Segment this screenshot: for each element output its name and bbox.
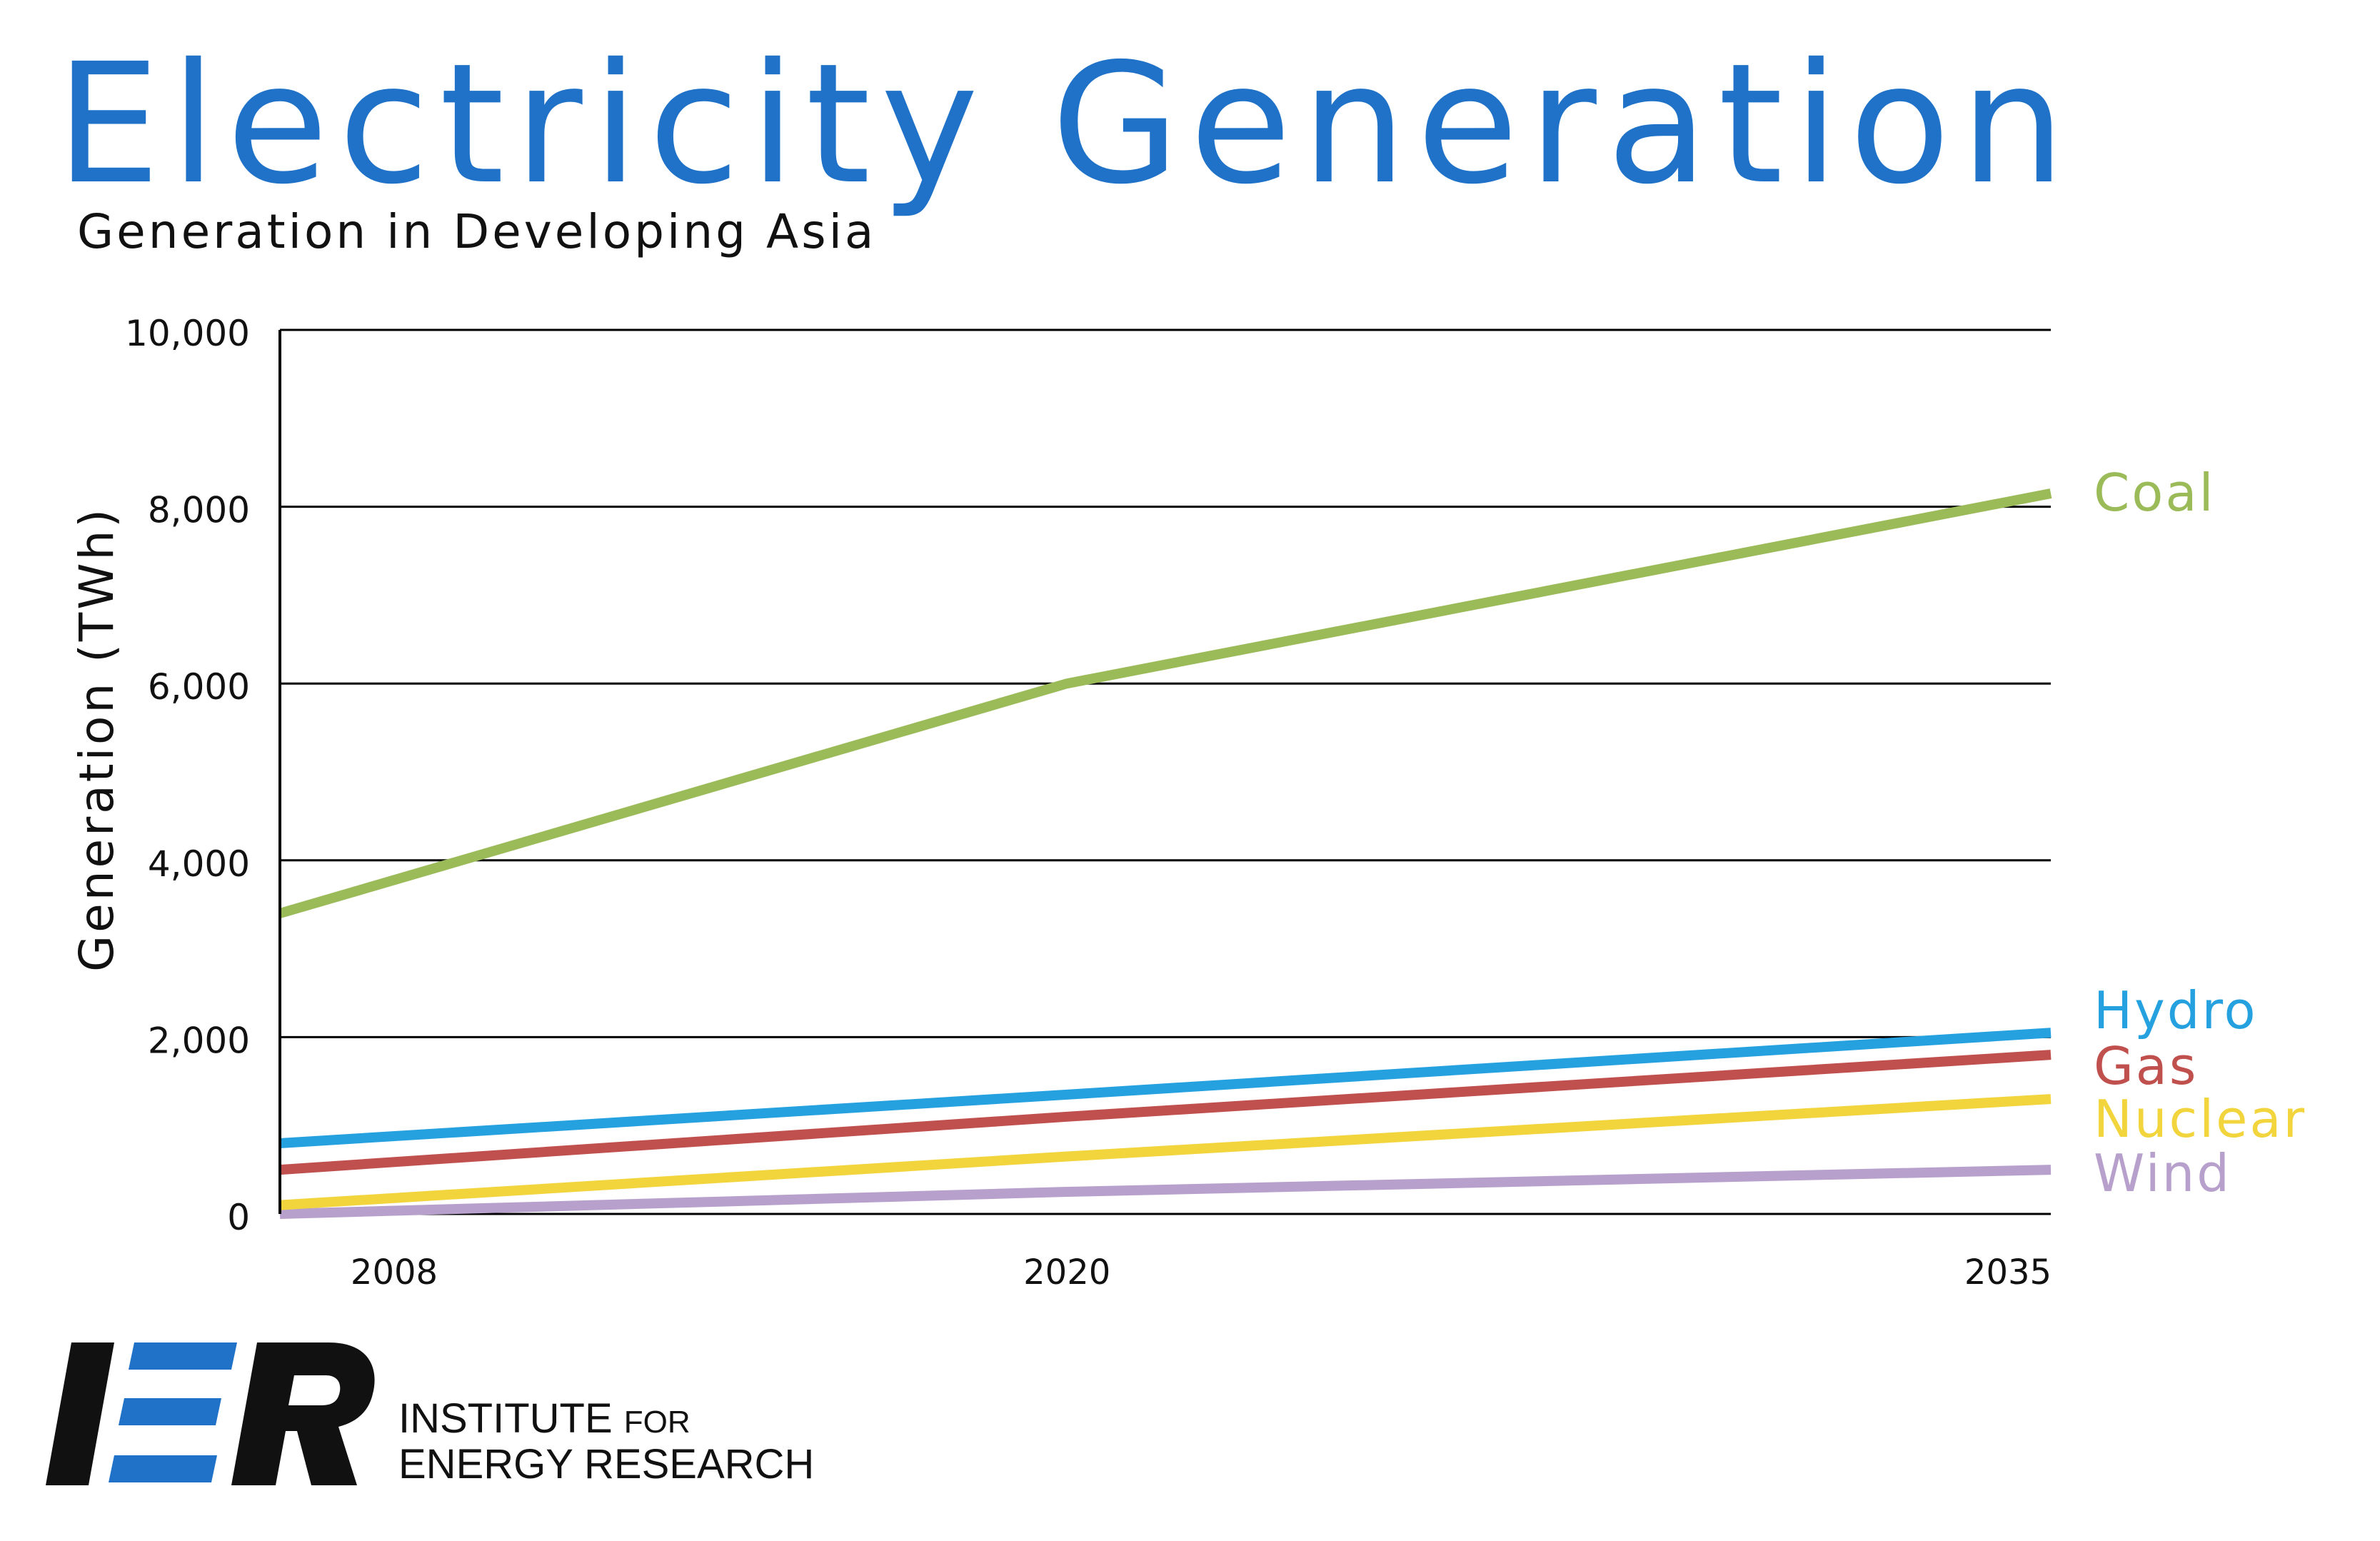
org-name-line2: ENERGY RESEARCH [398,1441,815,1487]
y-axis-label: Generation (TWh) [69,506,124,972]
ier-logo [46,1342,375,1485]
series-label-wind: Wind [2094,1143,2231,1203]
org-name-line1: INSTITUTE FOR [398,1398,691,1440]
x-tick-label: 2020 [1023,1253,1110,1292]
y-tick-label: 10,000 [125,313,250,354]
x-tick-label: 2008 [351,1253,438,1292]
logo-e-stripe-bottom [109,1455,217,1482]
x-tick-labels: 2008 2020 2035 [351,1253,2052,1292]
x-tick-label: 2035 [1964,1253,2052,1292]
logo-e-stripe-top [129,1342,237,1370]
chart-subtitle: Generation in Developing Asia [77,204,877,259]
y-tick-label: 6,000 [148,666,250,708]
series-label-coal: Coal [2094,463,2215,523]
logo-letter-r [231,1342,375,1485]
logo-e-stripe-mid [119,1398,221,1425]
series-label-gas: Gas [2094,1036,2198,1096]
chart-title: Electricity Generation [56,28,2076,221]
org-name-for: FOR [623,1405,691,1440]
logo-letter-i [46,1342,114,1485]
series-line-nuclear [279,1094,2052,1210]
grid-lines [280,328,2051,1215]
series-lines [278,488,2052,1219]
series-line-gas [279,1050,2052,1175]
series-label-hydro: Hydro [2094,980,2258,1040]
y-tick-labels: 0 2,000 4,000 6,000 8,000 10,000 [125,313,250,1238]
y-tick-label: 4,000 [148,843,250,885]
y-tick-label: 2,000 [148,1020,250,1061]
series-label-nuclear: Nuclear [2094,1089,2306,1149]
series-line-wind [279,1165,2052,1219]
org-name-institute: INSTITUTE [398,1395,613,1442]
series-line-coal [278,488,2052,918]
y-tick-label: 0 [227,1197,250,1238]
series-line-hydro [279,1028,2052,1148]
y-tick-label: 8,000 [148,490,250,531]
